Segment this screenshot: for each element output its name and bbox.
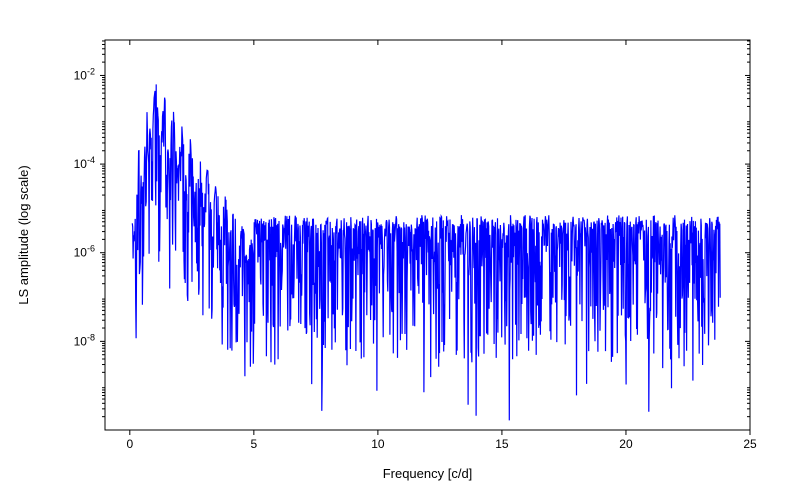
chart-container: 0 5 10 15 20 25 10-8 10-6 10-4 10-2 Frequency [c/d… — [0, 0, 800, 500]
x-tick-label: 5 — [251, 437, 258, 451]
y-tick-label: 10-2 — [74, 66, 95, 82]
periodogram-line — [132, 84, 720, 420]
x-tick-label: 10 — [371, 437, 385, 451]
periodogram-chart: 0 5 10 15 20 25 10-8 10-6 10-4 10-2 Frequency [c/d… — [0, 0, 800, 500]
x-tick-label: 15 — [495, 437, 509, 451]
y-tick-label: 10-8 — [74, 332, 95, 348]
y-tick-label: 10-6 — [74, 244, 95, 260]
y-axis-label: LS amplitude (log scale) — [16, 165, 31, 304]
x-tick-label: 25 — [743, 437, 757, 451]
x-axis-label: Frequency [c/d] — [383, 466, 473, 481]
x-tick-label: 0 — [126, 437, 133, 451]
y-tick-label: 10-4 — [74, 155, 95, 171]
x-tick-label: 20 — [619, 437, 633, 451]
